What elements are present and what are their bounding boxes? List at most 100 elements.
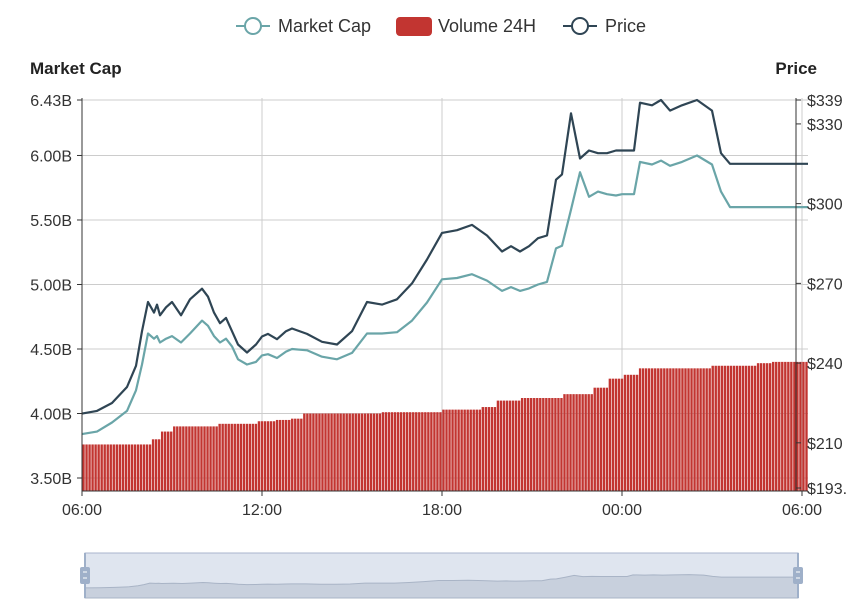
volume-bar xyxy=(315,413,318,491)
volume-bar xyxy=(375,413,379,491)
volume-bar xyxy=(390,412,394,491)
volume-bar xyxy=(366,413,370,491)
volume-bar xyxy=(693,368,696,491)
axes: 6.43B 6.00B 5.50B 5.00B 4.50B 4.00B 3.50B $339 $… xyxy=(30,93,847,519)
zoom-handle-right[interactable] xyxy=(793,567,803,584)
volume-bar xyxy=(708,368,711,491)
volume-bar xyxy=(466,409,469,491)
volume-bar xyxy=(167,431,170,491)
x-axis-tick-label: 00:00 xyxy=(602,502,642,519)
volume-bar xyxy=(266,421,270,491)
right-axis-tick-label: $210 xyxy=(807,436,843,453)
volume-bar xyxy=(136,444,140,491)
volume-bar xyxy=(644,368,648,491)
legend: Market Cap Volume 24H Price xyxy=(236,16,646,36)
data-zoom-slider[interactable] xyxy=(80,552,803,599)
volume-bar xyxy=(747,365,751,491)
series-lines xyxy=(81,98,808,436)
volume-bar xyxy=(475,409,478,491)
legend-circle-icon xyxy=(571,17,589,35)
legend-label[interactable]: Volume 24H xyxy=(438,16,536,36)
volume-bar xyxy=(657,368,660,491)
volume-bar xyxy=(303,413,306,491)
volume-bar xyxy=(200,426,203,491)
volume-bar xyxy=(197,426,200,491)
volume-bar xyxy=(448,409,451,491)
volume-bar xyxy=(542,398,545,491)
volume-bar xyxy=(765,363,769,491)
volume-bar xyxy=(654,368,657,491)
volume-bar xyxy=(490,407,494,491)
volume-bar xyxy=(109,444,112,491)
volume-bar xyxy=(805,361,808,491)
volume-bar xyxy=(327,413,330,491)
zoom-handle-left[interactable] xyxy=(80,567,90,584)
volume-bar xyxy=(297,418,300,491)
volume-bar xyxy=(520,398,524,491)
left-axis-tick-label: 5.50B xyxy=(30,213,72,230)
volume-bar xyxy=(209,426,212,491)
volume-bar xyxy=(638,368,642,491)
volume-bar xyxy=(409,412,412,491)
volume-bar xyxy=(469,409,472,491)
right-axis-title: Price xyxy=(775,59,817,78)
left-axis-tick-label: 6.00B xyxy=(30,148,72,165)
volume-bar xyxy=(188,426,191,491)
volume-bar xyxy=(442,409,445,491)
volume-bar xyxy=(790,361,793,491)
volume-bar xyxy=(533,398,536,491)
volume-bar xyxy=(735,365,739,491)
legend-circle-icon xyxy=(244,17,262,35)
volume-bar xyxy=(508,400,512,491)
volume-bar xyxy=(151,439,155,491)
volume-bar xyxy=(97,444,100,491)
volume-bar xyxy=(726,365,730,491)
volume-bar xyxy=(130,444,134,491)
volume-bar xyxy=(614,378,618,491)
volume-bar xyxy=(572,394,575,491)
volume-bar xyxy=(669,368,672,491)
volume-bar xyxy=(85,444,88,491)
volume-bar xyxy=(345,413,348,491)
volume-bar xyxy=(351,413,354,491)
volume-bar xyxy=(342,413,345,491)
volume-bar xyxy=(641,368,645,491)
volume-bar xyxy=(194,426,197,491)
volume-bar xyxy=(690,368,693,491)
legend-label[interactable]: Market Cap xyxy=(278,16,371,36)
volume-bar xyxy=(242,423,246,491)
volume-bar xyxy=(357,413,360,491)
volume-bar xyxy=(744,365,748,491)
volume-bar xyxy=(457,409,460,491)
volume-bar xyxy=(139,444,143,491)
volume-bar xyxy=(593,387,596,491)
volume-bar xyxy=(157,439,161,491)
volume-bar xyxy=(263,421,267,491)
volume-bar xyxy=(179,426,182,491)
volume-bar xyxy=(288,419,291,491)
volume-bar xyxy=(493,407,497,491)
volume-bar xyxy=(212,426,215,491)
volume-bar xyxy=(563,394,566,491)
volume-bar xyxy=(629,374,633,491)
x-axis-tick-label: 06:00 xyxy=(62,502,102,519)
volume-bar xyxy=(173,426,176,491)
volume-bar xyxy=(306,413,309,491)
volume-bar xyxy=(291,418,294,491)
volume-bar xyxy=(354,413,357,491)
volume-bar xyxy=(275,419,279,491)
volume-bar xyxy=(802,361,805,491)
x-axis-tick-label: 12:00 xyxy=(242,502,282,519)
volume-bar xyxy=(121,444,125,491)
volume-bar xyxy=(517,400,521,491)
volume-bar xyxy=(103,444,106,491)
volume-bar xyxy=(496,400,500,491)
volume-bar xyxy=(663,368,666,491)
volume-bar xyxy=(717,365,720,491)
volume-bar xyxy=(284,419,288,491)
volume-bar xyxy=(741,365,745,491)
volume-bar xyxy=(472,409,475,491)
volume-bar xyxy=(460,409,463,491)
legend-label[interactable]: Price xyxy=(605,16,646,36)
